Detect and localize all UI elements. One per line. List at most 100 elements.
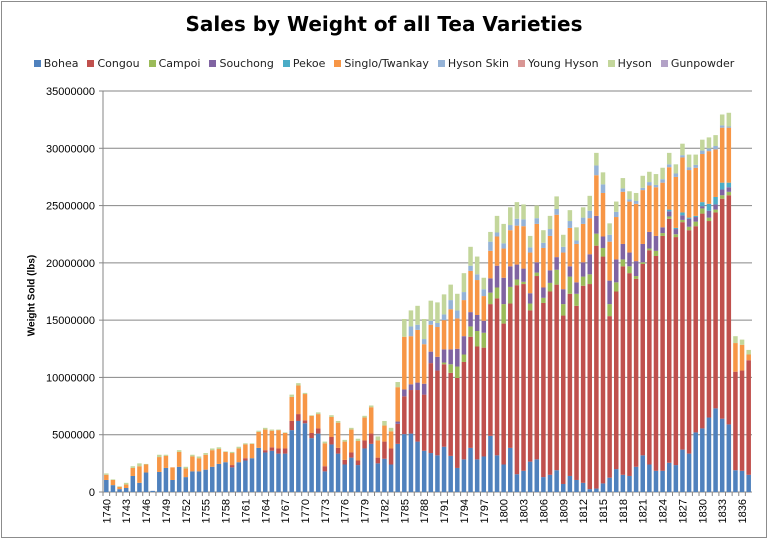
bar-segment bbox=[719, 195, 725, 199]
bar-segment bbox=[474, 280, 480, 315]
bar-segment bbox=[276, 448, 281, 454]
bar-segment bbox=[276, 430, 281, 449]
bar-segment bbox=[713, 204, 718, 210]
bar-segment bbox=[216, 449, 222, 464]
bar-segment bbox=[395, 443, 400, 492]
bar-segment bbox=[514, 218, 520, 226]
bar-segment bbox=[481, 347, 487, 457]
bar-segment bbox=[110, 479, 116, 486]
bar-segment bbox=[262, 427, 268, 430]
bar-segment bbox=[455, 348, 460, 367]
bar-segment bbox=[713, 135, 718, 146]
bar-segment bbox=[680, 449, 685, 492]
bar-segment bbox=[726, 424, 732, 492]
bar-segment bbox=[441, 446, 447, 492]
bar-segment bbox=[620, 266, 626, 475]
bar-segment bbox=[607, 304, 612, 317]
bar-segment bbox=[362, 415, 367, 418]
bar-segment bbox=[468, 336, 473, 448]
bar-segment bbox=[435, 370, 440, 456]
bar-segment bbox=[640, 262, 645, 265]
bar-segment bbox=[243, 460, 248, 492]
bar-segment bbox=[561, 289, 566, 305]
bar-segment bbox=[607, 223, 612, 235]
bar-segment bbox=[170, 467, 175, 480]
bar-segment bbox=[421, 344, 427, 384]
bar-segment bbox=[647, 231, 652, 249]
bar-segment bbox=[627, 199, 632, 202]
bar-segment bbox=[368, 407, 374, 434]
bar-segment bbox=[567, 210, 573, 222]
bar-segment bbox=[501, 323, 506, 465]
bar-segment bbox=[521, 284, 526, 471]
x-tick-label: 1767 bbox=[280, 499, 292, 523]
bar-segment bbox=[594, 165, 599, 176]
x-tick-label: 1740 bbox=[101, 499, 113, 523]
bar-segment bbox=[461, 292, 467, 301]
x-tick-label: 1812 bbox=[578, 499, 590, 523]
x-tick-label: 1824 bbox=[658, 499, 670, 523]
bar-segment bbox=[421, 394, 427, 451]
bar-segment bbox=[514, 225, 520, 265]
bar-segment bbox=[488, 241, 493, 251]
bar-segment bbox=[468, 447, 473, 492]
bar-segment bbox=[289, 420, 294, 431]
bar-segment bbox=[309, 438, 314, 492]
bar-segment bbox=[653, 235, 659, 251]
bar-segment bbox=[554, 284, 559, 471]
bar-segment bbox=[594, 245, 599, 489]
bar-segment bbox=[375, 457, 381, 464]
bar-segment bbox=[686, 226, 692, 231]
x-tick-label: 1794 bbox=[459, 499, 471, 523]
legend-item: Pekoe bbox=[282, 57, 325, 70]
bar-segment bbox=[481, 296, 487, 321]
bar-segment bbox=[561, 483, 566, 492]
x-tick-label: 1782 bbox=[379, 499, 391, 523]
bar-segment bbox=[561, 246, 566, 253]
bar-segment bbox=[289, 394, 294, 397]
bar-segment bbox=[640, 264, 645, 456]
bar-segment bbox=[262, 429, 268, 451]
bar-segment bbox=[633, 278, 639, 467]
bar-segment bbox=[402, 318, 407, 337]
bar-segment bbox=[408, 384, 414, 391]
bar-segment bbox=[620, 259, 626, 267]
bar-segment bbox=[276, 453, 281, 492]
bar-segment bbox=[302, 394, 308, 421]
bar-segment bbox=[216, 463, 222, 492]
bar-segment bbox=[627, 191, 632, 200]
bar-segment bbox=[739, 370, 745, 471]
legend-item: Singlo/Twankay bbox=[334, 57, 429, 70]
bar-segment bbox=[521, 281, 526, 285]
bar-segment bbox=[322, 471, 328, 492]
bar-segment bbox=[408, 433, 414, 492]
bar-segment bbox=[554, 257, 559, 270]
bar-segment bbox=[561, 304, 566, 316]
bar-segment bbox=[143, 472, 149, 492]
bar-segment bbox=[474, 346, 480, 460]
bar-segment bbox=[395, 421, 400, 424]
x-tick-label: 1749 bbox=[161, 499, 173, 523]
bar-segment bbox=[494, 236, 500, 266]
bar-segment bbox=[666, 216, 672, 219]
bar-segment bbox=[613, 469, 619, 492]
bar-segment bbox=[640, 455, 645, 492]
bar-segment bbox=[514, 202, 520, 219]
bar-segment bbox=[296, 383, 301, 386]
bar-segment bbox=[349, 427, 354, 430]
bar-segment bbox=[388, 427, 394, 432]
bar-segment bbox=[494, 232, 500, 237]
bar-segment bbox=[693, 215, 698, 218]
bar-segment bbox=[302, 392, 308, 395]
bar-segment bbox=[726, 195, 732, 425]
bar-segment bbox=[514, 264, 520, 280]
bar-segment bbox=[719, 418, 725, 492]
bar-segment bbox=[613, 259, 619, 283]
bar-segment bbox=[693, 164, 698, 168]
bar-segment bbox=[680, 215, 685, 220]
legend-item: Young Hyson bbox=[517, 57, 599, 70]
legend-swatch bbox=[148, 60, 156, 67]
bar-segment bbox=[428, 320, 434, 325]
bar-segment bbox=[441, 294, 447, 315]
bar-segment bbox=[660, 182, 665, 228]
